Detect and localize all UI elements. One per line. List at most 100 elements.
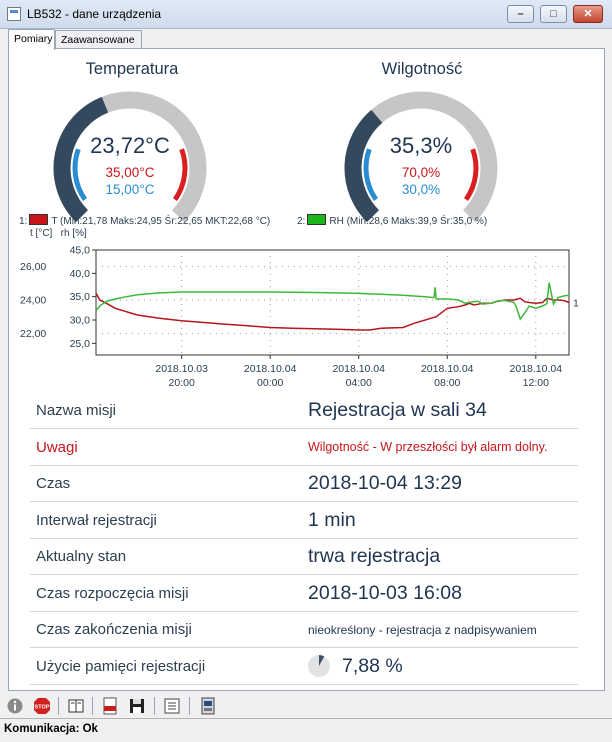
x-tick-label-date: 2018.10.04 [332,363,385,375]
series-line-t [95,292,570,331]
minimize-button[interactable]: – [507,5,534,23]
tab-zaawansowane[interactable]: Zaawansowane [55,30,142,49]
info-row-label: Czas [36,475,71,492]
info-icon[interactable] [6,697,24,715]
info-row: Aktualny stan trwa rejestracja [30,538,578,575]
window-title: LB532 - dane urządzenia [27,7,162,21]
y-right-tick-label: 25,0 [70,338,91,350]
humidity-value: 35,3% [389,133,453,158]
legend-temperature-swatch [29,214,49,225]
temperature-gauge-fill [53,96,109,223]
info-row: Czas zakończenia misji nieokreślony - rej… [30,611,578,648]
legend-humidity-index: 2: [297,216,306,227]
close-icon: ✕ [583,8,593,20]
y-right-tick-label: 30,0 [70,315,91,327]
memory-usage-pie [308,654,330,677]
x-tick-label-date: 2018.10.04 [510,363,563,375]
y-right-tick-label: 40,0 [70,268,91,280]
info-row-label: Nazwa misji [36,402,117,419]
humidity-high-threshold: 70,0% [401,165,441,180]
pdf-icon[interactable] [101,697,119,715]
temperature-value: 23,72°C [90,133,170,158]
humidity-gauge-title: Wilgotność [381,60,463,78]
humidity-low-threshold: 30,0% [401,182,441,197]
status-text: Komunikacja: Ok [4,723,98,735]
legend-temperature[interactable]: 1: T (Min:21,78 Maks:24,95 Śr:22,65 MKT:2… [19,214,270,227]
toolbar-separator [189,697,190,715]
info-row-label: Użycie pamięci rejestracji [36,657,206,675]
info-row: Użycie pamięci rejestracji 7,88 % [30,648,578,685]
info-row-value: 2018-10-04 13:29 [308,472,462,494]
book-icon[interactable] [67,697,85,715]
info-row-value: 2018-10-03 16:08 [308,581,462,604]
toolbar: STOP [0,693,612,718]
toolbar-separator [92,697,93,715]
history-chart[interactable]: 26,00 24,00 22,00 45,0 40,0 35,0 30,0 25,0 2018.… [18,244,588,394]
y-left-tick-label: 26,00 [20,261,46,273]
status-bar: Komunikacja: Ok [0,718,612,742]
x-tick-label-time: 00:00 [257,377,283,389]
humidity-high-alarm-arc [463,148,479,201]
info-row-label: Czas zakończenia misji [36,621,192,638]
info-row: Czas rozpoczęcia misji 2018-10-03 16:08 [30,575,578,612]
y-right-tick-label: 45,0 [70,245,91,257]
chart-series [95,282,570,331]
info-row-label: Czas rozpoczęcia misji [36,584,189,602]
temperature-high-alarm-arc [172,148,188,201]
info-row-label: Interwał rejestracji [36,511,157,529]
legend-humidity-text: RH (Min:28,6 Maks:39,9 Śr:35,0 %) [329,216,488,227]
temperature-gauge [53,91,207,223]
toolbar-separator [154,697,155,715]
legend-temperature-text: T (Min:21,78 Maks:24,95 Śr:22,65 MKT:22,… [51,216,271,227]
temperature-low-threshold: 15,00°C [105,182,155,197]
y-right-tick-label: 35,0 [70,291,91,303]
maximize-icon: □ [550,8,557,20]
info-row-label: Aktualny stan [36,548,127,565]
x-tick-label-time: 20:00 [169,377,195,389]
info-row-value: Rejestracja w sali 34 [308,399,487,421]
minimize-icon: – [517,8,524,20]
y-left-tick-label: 24,00 [20,295,46,307]
maximize-button[interactable]: □ [540,5,567,23]
legend-humidity[interactable]: 2: RH (Min:28,6 Maks:39,9 Śr:35,0 %) [297,214,487,227]
axis-units-label: t [°C] rh [%] [30,228,87,239]
x-tick-label-time: 12:00 [523,377,549,389]
info-row: Uwagi Wilgotność - W przeszłości był alar… [30,429,578,466]
info-row-value: nieokreślony - rejestracja z nadpisywani… [308,623,537,637]
temperature-high-threshold: 35,00°C [105,165,155,180]
title-bar: LB532 - dane urządzenia – □ ✕ [0,0,612,29]
tab-pomiary[interactable]: Pomiary [8,29,55,50]
svg-text:STOP: STOP [35,705,50,711]
temperature-low-alarm-arc [72,148,88,201]
y-left-tick-label: 22,00 [20,328,46,340]
info-row: Nazwa misji Rejestracja w sali 34 [30,392,578,429]
measurements-panel: Temperatura 23,72°C 35,00°C 15,00°C Wilg… [8,48,605,691]
x-tick-label-date: 2018.10.04 [421,363,474,375]
humidity-gauge [344,91,498,223]
chart-ticks: 26,00 24,00 22,00 45,0 40,0 35,0 30,0 25,0 2018.… [20,245,579,390]
legend-temperature-index: 1: [19,216,28,227]
close-button[interactable]: ✕ [573,5,603,23]
app-icon [7,7,21,21]
stop-icon[interactable]: STOP [33,697,51,715]
chart-grid [96,250,569,355]
save-icon[interactable] [128,697,146,715]
legend-humidity-swatch [307,214,327,225]
x-tick-label-date: 2018.10.04 [244,363,297,375]
info-row: Interwał rejestracji 1 min [30,502,578,539]
chart-plot-area [95,249,570,356]
humidity-gauge-fill [344,109,383,223]
info-row-value: trwa rejestracja [308,545,441,567]
info-row: Czas 2018-10-04 13:29 [30,465,578,502]
x-tick-label-date: 2018.10.03 [155,363,208,375]
info-row-value: 7,88 % [342,654,403,677]
x-tick-label-time: 04:00 [346,377,372,389]
info-row-value: Wilgotność - W przeszłości był alarm dol… [308,439,548,454]
humidity-low-alarm-arc [363,148,379,201]
series-line-rh [95,282,570,321]
x-tick-label-time: 08:00 [434,377,460,389]
temperature-gauge-title: Temperatura [85,60,179,78]
list-icon[interactable] [163,697,181,715]
device-icon[interactable] [199,697,217,715]
toolbar-separator [58,697,59,715]
